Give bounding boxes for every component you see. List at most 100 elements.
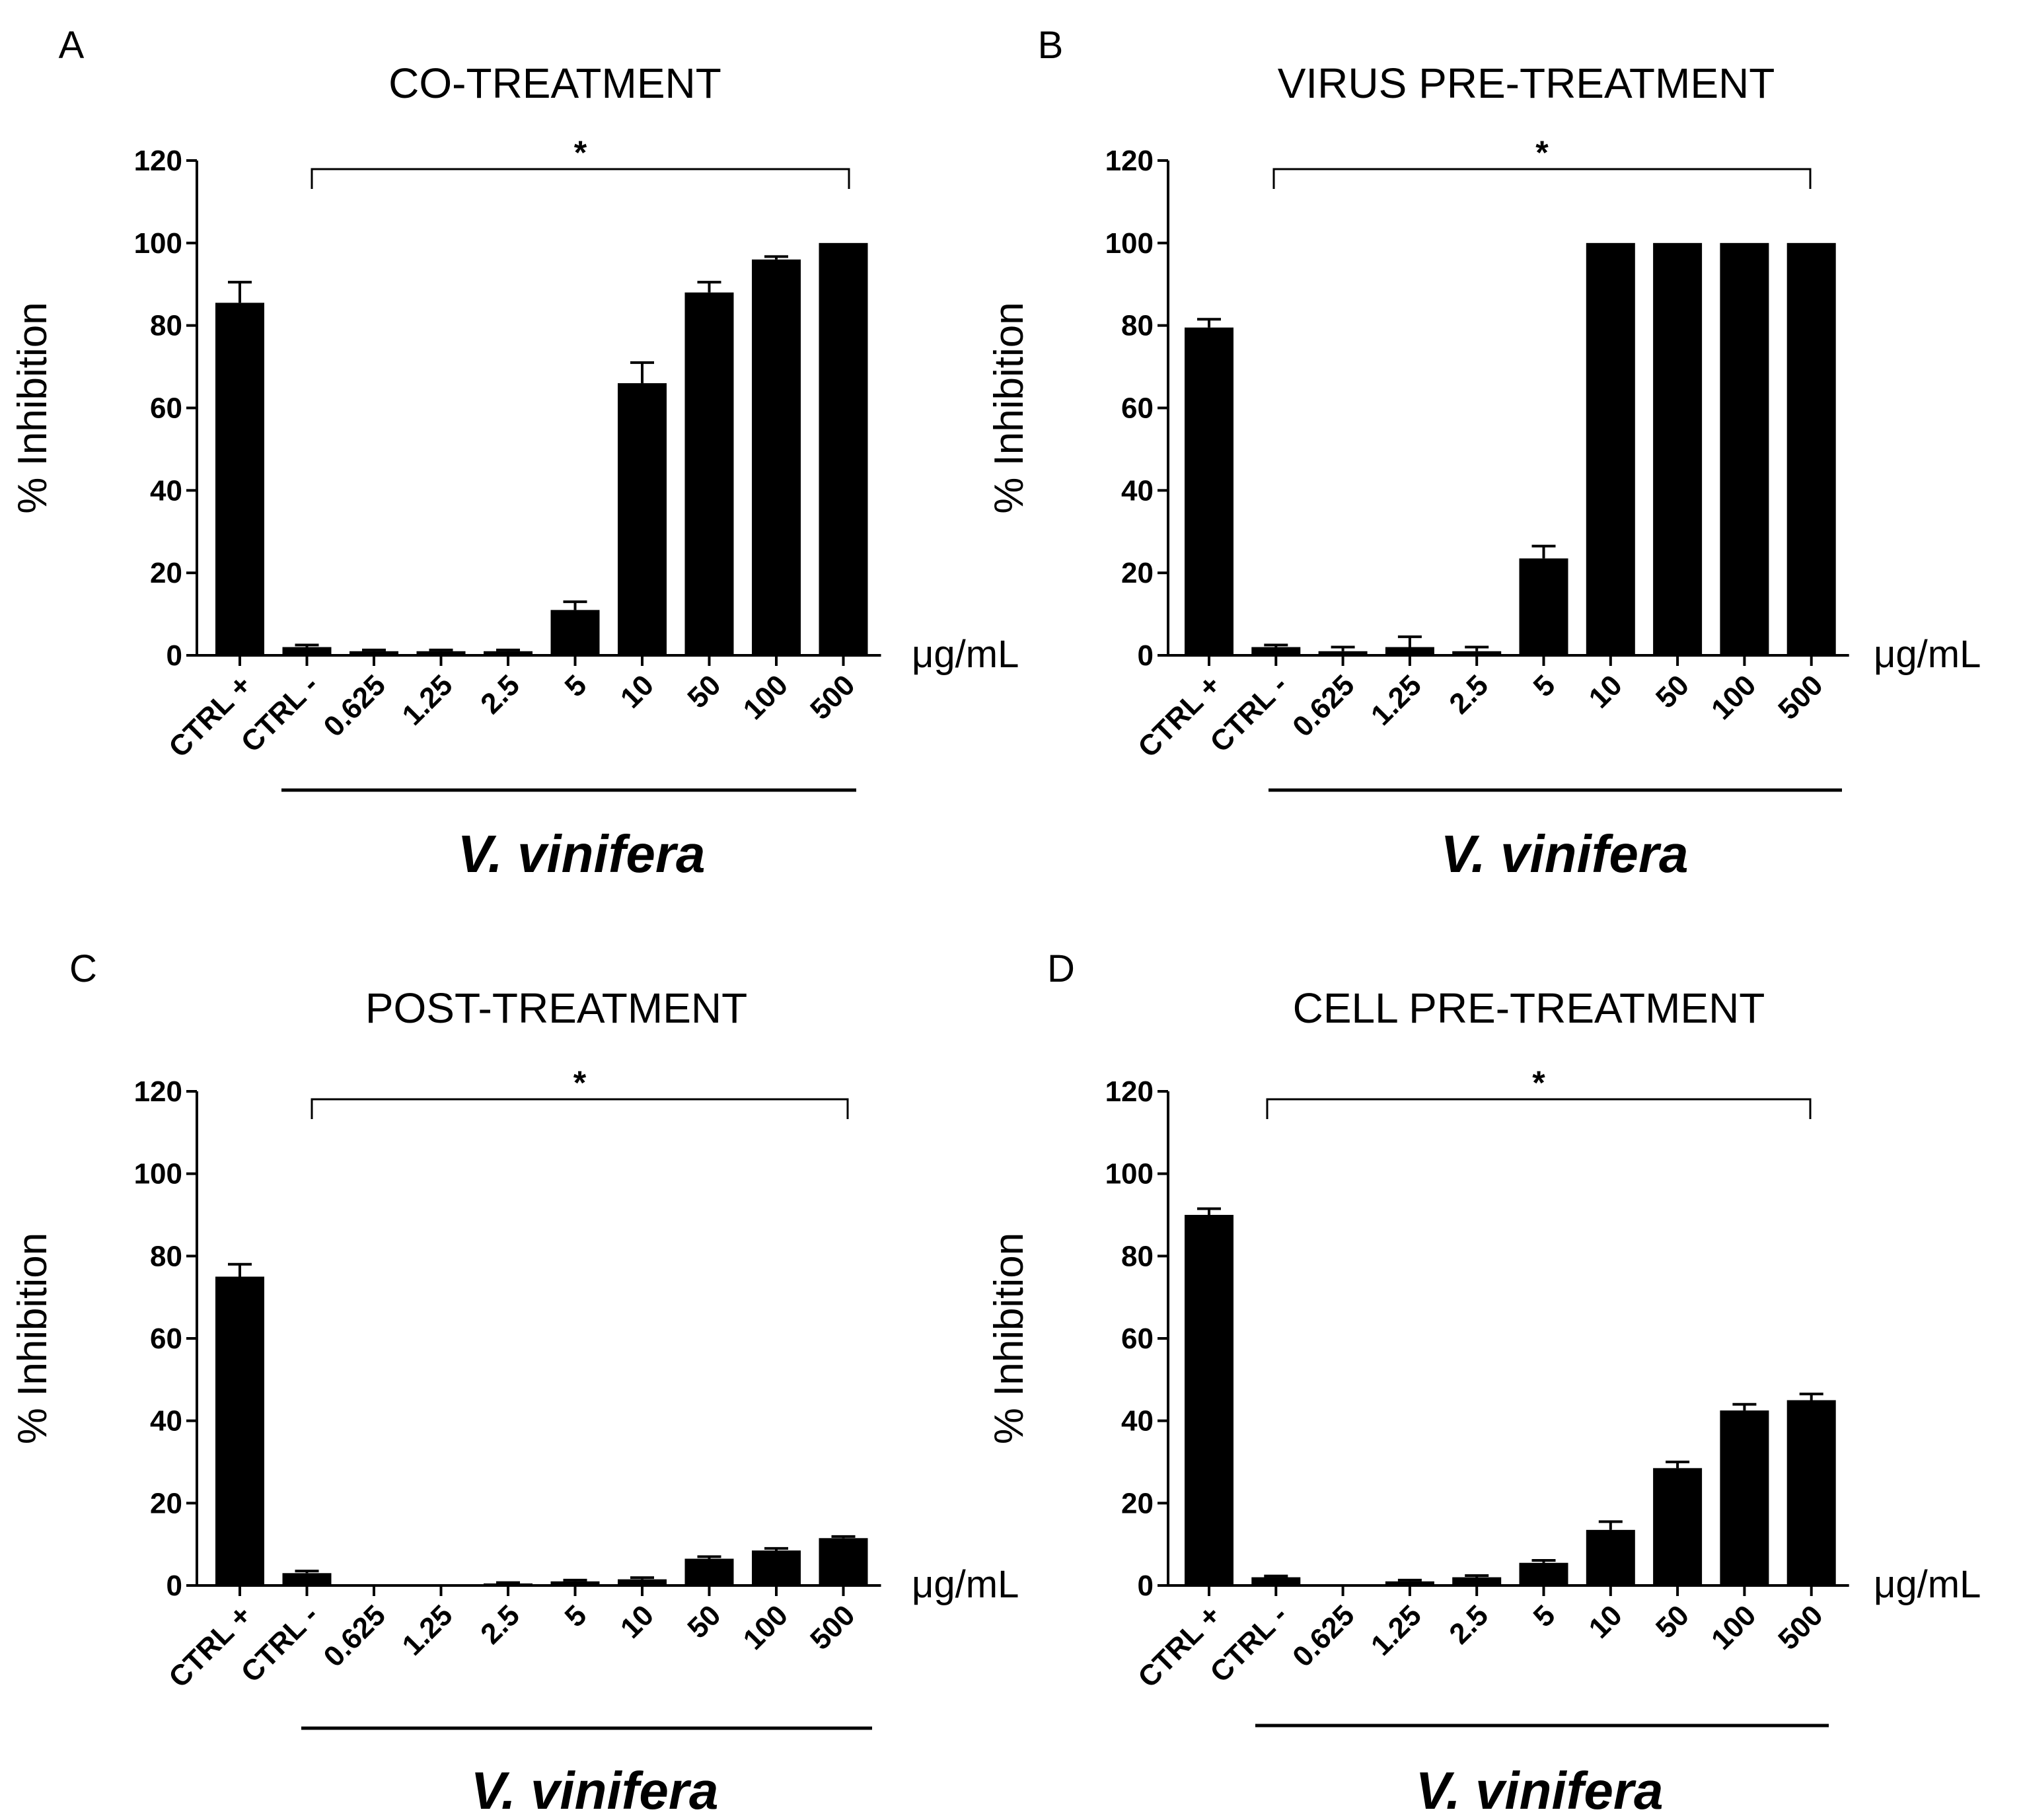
bar: [752, 1550, 801, 1585]
unit-label: μg/mL: [912, 1563, 1019, 1606]
bar: [1653, 242, 1703, 655]
bar: [550, 610, 600, 655]
x-tick-label: CTRL +: [163, 669, 258, 764]
x-tick-label: 1.25: [396, 669, 459, 731]
x-tick-label: CTRL +: [1132, 669, 1227, 764]
unit-label: μg/mL: [1874, 633, 1981, 676]
y-tick-label: 0: [1138, 639, 1154, 672]
y-tick-label: 80: [1121, 1240, 1154, 1272]
bar: [1185, 1215, 1233, 1585]
y-tick-label: 40: [150, 1405, 182, 1438]
bar: [1251, 1577, 1301, 1585]
x-tick-label: 100: [1705, 669, 1763, 726]
bar: [416, 651, 466, 655]
x-tick-label: 100: [737, 1599, 795, 1656]
bar: [1185, 327, 1233, 655]
y-tick-label: 60: [1121, 392, 1154, 425]
x-tick-label: 50: [1650, 1599, 1695, 1644]
x-tick-label: 1.25: [1365, 669, 1428, 731]
y-axis-label: % Inhibition: [986, 302, 1032, 514]
unit-label: μg/mL: [912, 633, 1019, 676]
y-tick-label: 120: [134, 145, 182, 177]
y-tick-label: 60: [1121, 1323, 1154, 1355]
y-tick-label: 80: [150, 1240, 182, 1272]
significance-bracket: [311, 1098, 849, 1119]
y-tick-label: 100: [1105, 227, 1154, 260]
panel-a: A CO-TREATMENT 0 20 40 60 80 100 120 % Inhibition…: [10, 24, 1019, 883]
x-tick-label: 5: [1527, 669, 1562, 703]
bar: [1251, 647, 1301, 655]
x-tick-label: 0.625: [1286, 1599, 1361, 1673]
y-tick-label: 40: [1121, 474, 1154, 507]
bar: [1720, 1410, 1769, 1585]
x-tick-label: CTRL +: [163, 1599, 258, 1694]
x-tick-label: 50: [1650, 669, 1695, 714]
significance-marker: *: [574, 134, 587, 171]
bar: [215, 1276, 264, 1585]
x-tick-label: CTRL -: [235, 669, 325, 758]
bar: [819, 1538, 868, 1585]
y-tick-label: 100: [1105, 1158, 1154, 1190]
x-tick-label: CTRL -: [235, 1599, 325, 1689]
panel-letter: C: [69, 947, 97, 990]
species-label: V. vinifera: [1415, 1761, 1663, 1820]
x-tick-label: 10: [1583, 669, 1629, 714]
panel-b: B VIRUS PRE-TREATMENT 0 20 40 60 80 100 120 % Inh…: [986, 24, 1981, 883]
panel-letter: D: [1047, 947, 1075, 990]
y-tick-label: 120: [1105, 145, 1154, 177]
y-tick-label: 20: [1121, 1487, 1154, 1519]
bar: [282, 1573, 332, 1585]
bar: [1519, 558, 1568, 655]
bar: [618, 383, 667, 655]
bar: [1653, 1468, 1703, 1585]
bar: [1786, 1400, 1836, 1585]
significance-bracket: [311, 168, 850, 189]
y-tick-label: 0: [1138, 1570, 1154, 1602]
x-tick-label: 1.25: [1365, 1599, 1428, 1661]
x-tick-label: 2.5: [474, 1599, 526, 1650]
y-tick-label: 40: [150, 474, 182, 507]
bar: [618, 1579, 667, 1585]
x-tick-label: CTRL +: [1132, 1599, 1227, 1694]
x-tick-label: 5: [1527, 1599, 1562, 1633]
y-tick-label: 0: [166, 639, 182, 672]
species-label: V. vinifera: [1440, 824, 1688, 883]
y-tick-label: 120: [1105, 1075, 1154, 1108]
x-tick-label: 0.625: [318, 1599, 392, 1673]
x-tick-label: 100: [737, 669, 795, 726]
x-tick-label: 1.25: [396, 1599, 459, 1661]
bar: [684, 1558, 734, 1585]
y-tick-label: 0: [166, 1570, 182, 1602]
significance-bracket: [1272, 168, 1812, 189]
x-tick-label: 10: [614, 1599, 660, 1644]
bar: [1586, 1529, 1635, 1585]
bar: [1786, 242, 1836, 655]
bar: [684, 292, 734, 655]
y-tick-label: 80: [1121, 310, 1154, 342]
bar: [819, 242, 868, 655]
y-tick-label: 20: [150, 1487, 182, 1519]
x-tick-label: 50: [681, 1599, 727, 1644]
x-tick-label: 500: [804, 1599, 862, 1656]
x-tick-label: 2.5: [1443, 669, 1494, 720]
y-axis-label: % Inhibition: [10, 1233, 55, 1445]
y-tick-label: 40: [1121, 1405, 1154, 1438]
y-tick-label: 20: [1121, 557, 1154, 589]
panel-d: D CELL PRE-TREATMENT 0 20 40 60 80 100 120 % Inhi…: [986, 947, 1981, 1820]
panel-title: CO-TREATMENT: [388, 59, 721, 107]
significance-bracket: [1266, 1098, 1812, 1119]
x-tick-label: 500: [1772, 669, 1829, 726]
panel-title: CELL PRE-TREATMENT: [1293, 984, 1765, 1032]
x-tick-label: 0.625: [1286, 669, 1361, 743]
y-tick-label: 100: [134, 1158, 182, 1190]
x-tick-label: 2.5: [1443, 1599, 1494, 1650]
bar: [1720, 242, 1769, 655]
significance-marker: *: [573, 1064, 587, 1101]
bar: [484, 651, 533, 655]
bar: [752, 259, 801, 655]
x-tick-label: 500: [804, 669, 862, 726]
bar: [349, 651, 398, 655]
panel-title: POST-TREATMENT: [365, 984, 747, 1032]
bar: [282, 647, 332, 655]
